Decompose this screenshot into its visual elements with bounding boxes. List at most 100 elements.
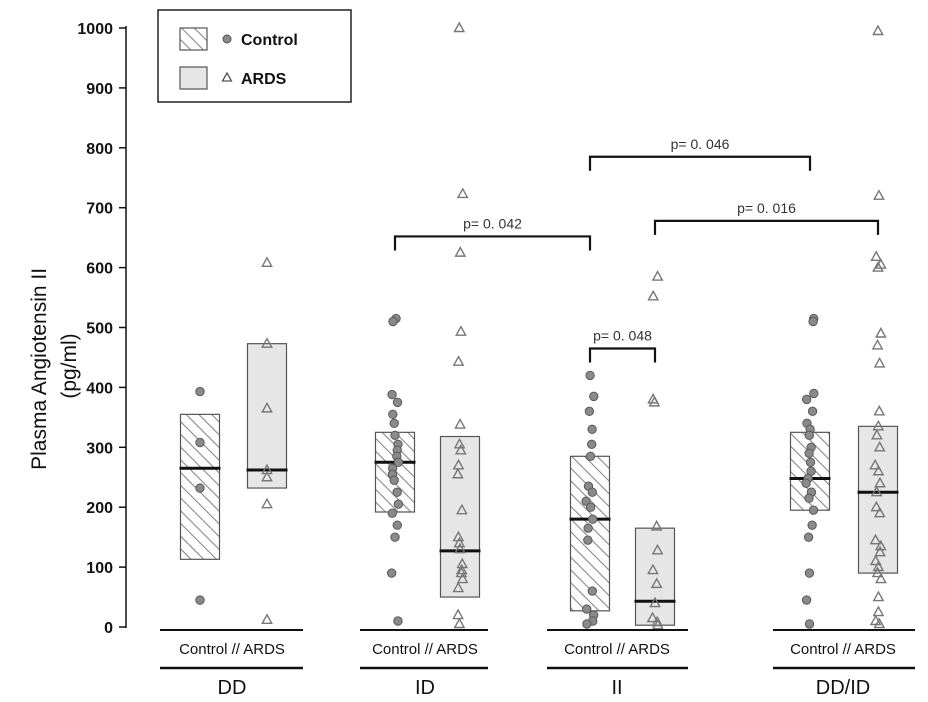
x-group-id: Control // ARDS ID xyxy=(360,629,488,699)
point-control-DD/ID xyxy=(804,430,815,441)
point-control-DD/ID xyxy=(801,595,812,605)
y-axis: 0 100 200 300 400 500 600 700 800 900 1000 xyxy=(77,21,127,637)
point-ards-ID xyxy=(452,458,465,470)
point-control-DD/ID xyxy=(801,478,811,488)
x-group-dd: Control // ARDS DD xyxy=(160,629,303,699)
p-value-bracket: p= 0. 042 xyxy=(393,215,592,251)
point-ards-DD/ID xyxy=(874,545,886,557)
point-ards-DD/ID xyxy=(873,440,886,452)
point-control-II xyxy=(587,586,598,596)
group-dd-id xyxy=(789,24,899,629)
point-ards-DD/ID xyxy=(871,339,884,350)
point-ards-II xyxy=(651,270,664,281)
point-ards-DD/ID xyxy=(873,617,886,629)
point-ards-II xyxy=(651,618,664,630)
p-value-label: p= 0. 048 xyxy=(593,327,652,343)
point-control-ID xyxy=(387,508,397,518)
point-ards-DD/ID xyxy=(872,261,884,272)
point-ards-ID xyxy=(453,21,466,33)
group-ii xyxy=(569,270,676,630)
point-ards-II xyxy=(649,596,661,608)
significance-annotations: p= 0. 046 p= 0. 016 p= 0. 042 p= 0. 048 xyxy=(393,136,880,363)
point-control-DD/ID xyxy=(804,568,815,578)
point-control-ID xyxy=(389,475,399,485)
x-group-name: ID xyxy=(415,677,435,699)
x-group-sub-label: Control // ARDS xyxy=(564,641,670,658)
point-ards-DD/ID xyxy=(869,458,881,470)
point-ards-DD/ID xyxy=(870,500,883,512)
legend-control-swatch xyxy=(179,27,208,51)
point-control-II xyxy=(587,514,598,524)
point-control-ID xyxy=(388,316,398,327)
point-ards-DD/ID xyxy=(873,189,885,200)
y-tick-label-900: 900 xyxy=(86,81,113,98)
point-control-II xyxy=(587,439,597,450)
legend: Control ARDS xyxy=(157,9,352,103)
point-ards-ID xyxy=(454,443,467,455)
point-control-DD/ID xyxy=(808,505,819,515)
point-control-II xyxy=(583,535,593,545)
point-ards-DD/ID xyxy=(873,506,886,518)
x-group-dd-id: Control // ARDS DD/ID xyxy=(773,629,915,699)
point-ards-ID xyxy=(453,617,466,629)
y-tick-label-700: 700 xyxy=(86,201,113,218)
point-ards-ID xyxy=(451,467,464,479)
point-control-ID xyxy=(386,568,397,578)
p-value-bracket-line xyxy=(653,219,880,235)
point-ards-ID xyxy=(454,246,467,257)
point-ards-II xyxy=(647,289,660,301)
point-ards-ID xyxy=(456,557,469,569)
point-control-II xyxy=(582,604,592,614)
point-ards-DD xyxy=(261,256,273,268)
plot-area xyxy=(179,21,899,630)
point-control-DD/ID xyxy=(805,457,816,467)
point-control-ID xyxy=(393,616,403,626)
point-ards-DD/ID xyxy=(874,327,887,338)
point-ards-DD/ID xyxy=(872,419,885,431)
point-ards-DD xyxy=(261,613,273,625)
point-ards-DD/ID xyxy=(870,428,883,440)
x-group-name: II xyxy=(611,677,622,699)
point-ards-ID xyxy=(455,325,467,336)
x-group-sub-label: Control // ARDS xyxy=(372,641,478,658)
point-control-ID xyxy=(392,397,403,408)
point-ards-ID xyxy=(456,572,469,584)
point-ards-DD xyxy=(261,401,273,413)
group-id xyxy=(374,21,481,629)
y-tick-label-100: 100 xyxy=(86,560,113,577)
point-control-ID xyxy=(392,487,402,497)
box-ards-II xyxy=(634,527,676,626)
point-control-ID xyxy=(392,520,402,530)
point-ards-DD/ID xyxy=(869,554,882,566)
point-control-ID xyxy=(389,418,399,429)
y-tick-label-0: 0 xyxy=(104,620,113,637)
point-ards-II xyxy=(650,577,663,589)
y-tick-label-800: 800 xyxy=(86,141,113,158)
x-group-sub-label: Control // ARDS xyxy=(179,641,285,658)
y-axis-label-line-1: Plasma Angiotensin II xyxy=(28,268,51,470)
point-control-DD/ID xyxy=(804,619,815,629)
point-ards-II xyxy=(651,543,664,555)
y-tick-label-300: 300 xyxy=(86,440,113,457)
point-ards-II xyxy=(646,611,659,623)
legend-control-label: Control xyxy=(241,32,298,49)
point-control-ID xyxy=(390,532,400,542)
point-control-DD/ID xyxy=(807,520,817,530)
y-tick-label-200: 200 xyxy=(86,500,113,517)
point-control-DD/ID xyxy=(809,388,819,399)
y-tick-label-500: 500 xyxy=(86,321,113,338)
x-group-sub-label: Control // ARDS xyxy=(790,641,896,658)
point-control-DD xyxy=(195,386,205,397)
point-ards-DD/ID xyxy=(869,533,882,545)
point-ards-DD xyxy=(261,470,273,482)
point-control-ID xyxy=(393,499,404,509)
p-value-bracket-line xyxy=(393,235,592,251)
point-ards-DD xyxy=(261,497,273,509)
legend-ards-swatch xyxy=(179,66,208,90)
y-tick-label-1000: 1000 xyxy=(77,21,113,38)
point-ards-ID xyxy=(454,418,466,429)
point-ards-ID xyxy=(452,608,464,620)
point-ards-DD/ID xyxy=(875,572,887,584)
